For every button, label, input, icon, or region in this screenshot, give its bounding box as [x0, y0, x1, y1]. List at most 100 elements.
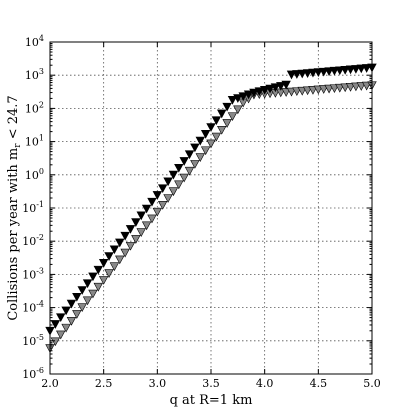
- data-point-marker: [324, 67, 334, 77]
- data-point-marker: [82, 296, 93, 306]
- data-point-marker: [345, 65, 356, 75]
- data-point-marker: [115, 255, 125, 265]
- y-tick-label: 10-5: [22, 333, 44, 348]
- data-point-marker: [141, 221, 152, 231]
- data-point-marker: [93, 265, 104, 275]
- x-tick-label: 5.0: [363, 377, 381, 390]
- data-point-marker: [324, 84, 334, 94]
- data-point-marker: [82, 279, 93, 289]
- data-point-marker: [345, 83, 356, 92]
- data-point-marker: [329, 66, 340, 76]
- data-point-marker: [276, 82, 286, 91]
- data-point-marker: [157, 184, 168, 194]
- data-point-marker: [136, 228, 146, 238]
- y-tick-label: 100: [25, 167, 44, 182]
- data-point-marker: [56, 313, 66, 323]
- data-point-marker: [206, 139, 216, 149]
- data-point-marker: [286, 87, 297, 97]
- data-point-marker: [292, 87, 302, 97]
- data-point-marker: [190, 160, 200, 169]
- data-point-marker: [318, 85, 329, 94]
- data-point-marker: [222, 102, 232, 112]
- x-tick-label: 3.0: [149, 377, 167, 390]
- data-point-marker: [302, 86, 313, 96]
- y-axis-label-main: Collisions per year with m: [6, 148, 21, 321]
- data-point-marker: [351, 65, 361, 74]
- x-tick-label: 4.5: [310, 377, 328, 390]
- x-tick-label: 2.0: [41, 377, 59, 390]
- data-point-marker: [356, 82, 366, 91]
- data-point-marker: [335, 66, 345, 76]
- data-point-marker: [238, 92, 248, 102]
- data-point-marker: [104, 269, 114, 278]
- data-point-marker: [168, 170, 179, 180]
- data-point-marker: [104, 252, 114, 261]
- data-point-marker: [313, 85, 324, 95]
- data-point-marker: [88, 272, 98, 282]
- y-axis-label-tail: < 24.7: [6, 95, 21, 143]
- data-point-marker: [56, 330, 66, 340]
- data-point-marker: [115, 238, 125, 248]
- data-point-marker: [72, 310, 82, 319]
- data-point-marker: [98, 259, 109, 268]
- data-point-marker: [318, 67, 329, 77]
- data-point-marker: [131, 235, 141, 244]
- data-point-marker: [184, 166, 195, 176]
- data-point-marker: [227, 112, 238, 122]
- data-point-marker: [152, 207, 163, 217]
- data-point-marker: [292, 70, 302, 79]
- y-tick-label: 10-3: [22, 266, 44, 281]
- data-point-marker: [211, 116, 222, 126]
- data-point-marker: [98, 276, 109, 285]
- data-point-marker: [157, 201, 168, 210]
- data-point-marker: [66, 317, 77, 326]
- data-point-marker: [356, 64, 366, 74]
- data-point-marker: [50, 337, 61, 347]
- data-point-marker: [61, 306, 71, 316]
- grid: [50, 42, 372, 374]
- data-point-marker: [249, 88, 259, 98]
- data-point-marker: [233, 105, 243, 115]
- data-point-marker: [340, 83, 350, 93]
- y-tick-label: 10-2: [22, 233, 44, 248]
- data-point-marker: [259, 86, 270, 95]
- data-point-marker: [131, 218, 141, 227]
- data-point-marker: [217, 109, 227, 119]
- data-series: [45, 81, 377, 353]
- data-point-marker: [174, 163, 184, 173]
- data-point-marker: [361, 64, 372, 73]
- y-axis-label-sub: r: [13, 143, 23, 148]
- series-layer: [45, 63, 377, 353]
- data-point-marker: [206, 123, 216, 132]
- data-point-marker: [335, 83, 345, 93]
- y-tick-label: 10-4: [22, 300, 44, 315]
- x-tick-label: 2.5: [95, 377, 113, 390]
- data-point-marker: [281, 80, 291, 90]
- data-point-marker: [163, 194, 173, 203]
- data-point-marker: [217, 125, 227, 135]
- data-point-marker: [141, 204, 152, 214]
- data-point-marker: [147, 197, 157, 207]
- ticks: [49, 41, 373, 375]
- data-point-marker: [174, 180, 184, 190]
- data-point-marker: [136, 211, 146, 221]
- x-tick-label: 4.0: [256, 377, 274, 390]
- data-point-marker: [109, 245, 120, 255]
- data-point-marker: [152, 191, 163, 200]
- data-point-marker: [195, 153, 205, 162]
- data-point-marker: [297, 86, 307, 96]
- data-point-marker: [222, 119, 232, 128]
- data-point-marker: [66, 299, 77, 309]
- data-point-marker: [308, 86, 318, 95]
- y-tick-label: 10-6: [22, 366, 44, 381]
- data-point-marker: [302, 69, 313, 78]
- x-tick-labels: 2.0 2.5 3.0 3.5 4.0 4.5 5.0: [41, 377, 381, 390]
- data-point-marker: [313, 68, 324, 78]
- x-axis-label: q at R=1 km: [170, 393, 253, 408]
- data-point-marker: [179, 173, 189, 183]
- y-tick-label: 103: [25, 67, 44, 82]
- y-axis-label: Collisions per year with mr < 24.7: [6, 95, 23, 320]
- data-point-marker: [120, 231, 130, 241]
- data-point-marker: [125, 225, 136, 234]
